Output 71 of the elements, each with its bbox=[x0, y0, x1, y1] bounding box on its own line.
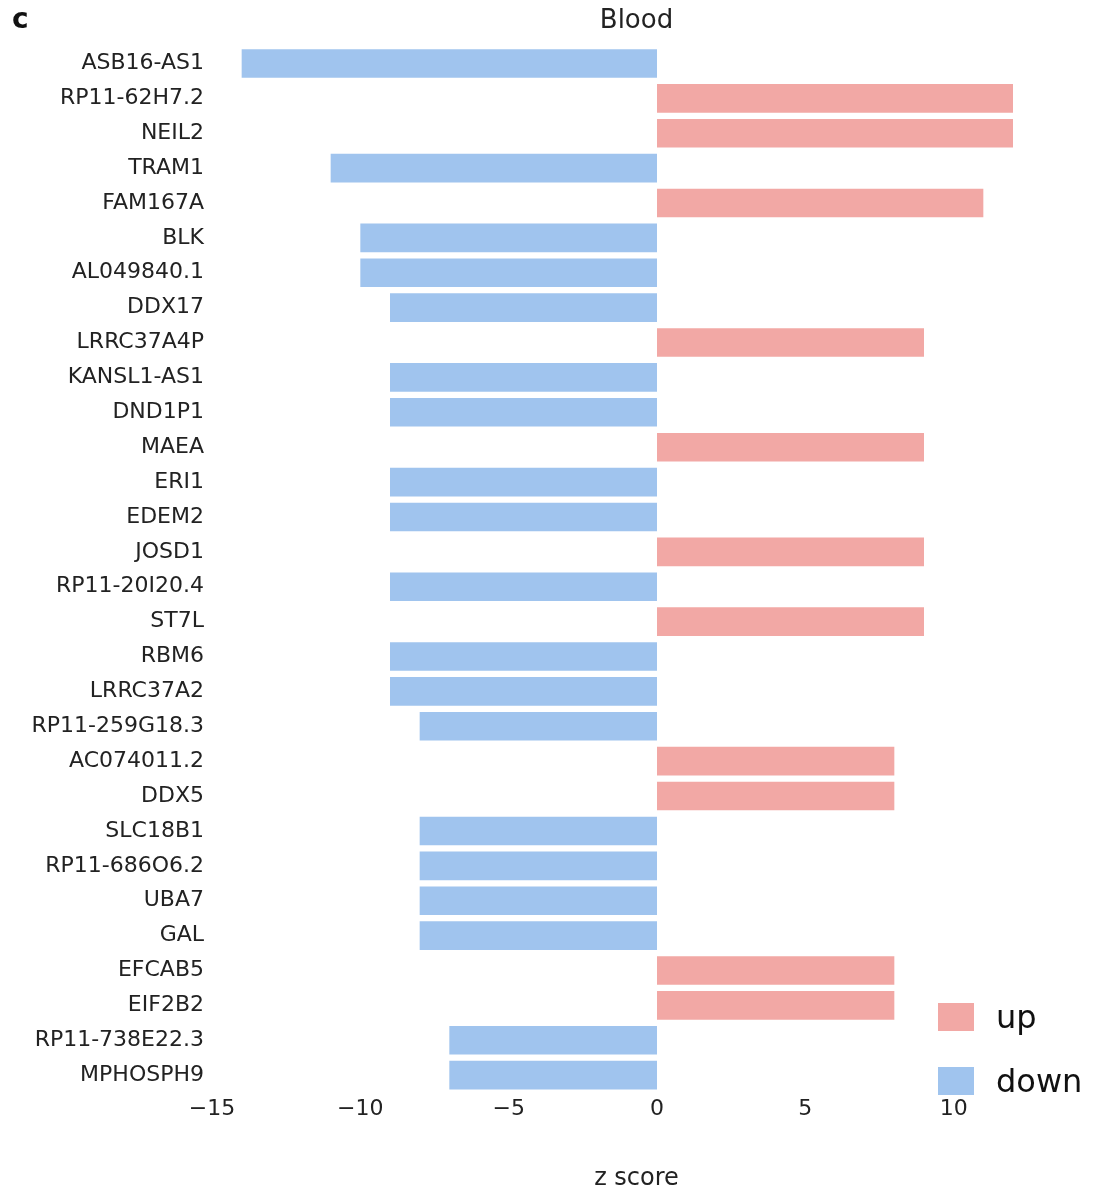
bar bbox=[657, 432, 924, 462]
bar bbox=[419, 711, 657, 741]
bar bbox=[390, 642, 657, 671]
y-tick-label: ST7L bbox=[150, 607, 205, 633]
y-tick-label: TRAM1 bbox=[127, 153, 204, 179]
bar bbox=[390, 677, 657, 706]
x-tick-label: 0 bbox=[650, 1094, 664, 1120]
x-axis-title: z score bbox=[593, 1163, 680, 1191]
y-tick-label: SLC18B1 bbox=[105, 816, 204, 842]
y-tick-label: DDX5 bbox=[141, 781, 204, 807]
bar bbox=[657, 188, 984, 218]
y-tick-label: BLK bbox=[162, 223, 205, 249]
legend-label: up bbox=[996, 998, 1037, 1036]
y-tick-label: LRRC37A2 bbox=[89, 677, 204, 703]
bar bbox=[390, 363, 657, 392]
bar bbox=[449, 1060, 657, 1090]
text: c bbox=[12, 2, 29, 35]
y-tick-label: RP11-738E22.3 bbox=[34, 1025, 204, 1051]
x-tick-label: −10 bbox=[337, 1094, 384, 1120]
y-tick-label: RP11-20I20.4 bbox=[56, 572, 204, 598]
y-tick-label: AC074011.2 bbox=[69, 746, 204, 772]
y-tick-label: DND1P1 bbox=[112, 398, 204, 424]
y-tick-label: ERI1 bbox=[154, 467, 204, 493]
chart-title: Blood bbox=[599, 4, 674, 34]
bar bbox=[390, 572, 657, 602]
y-tick-label: EFCAB5 bbox=[117, 956, 204, 982]
y-tick-label: LRRC37A4P bbox=[76, 328, 204, 354]
y-tick-label: AL049840.1 bbox=[71, 258, 204, 284]
legend-label: down bbox=[996, 1062, 1083, 1100]
y-tick-label: GAL bbox=[159, 921, 205, 947]
bar bbox=[657, 84, 1013, 113]
y-tick-label: RP11-686O6.2 bbox=[45, 851, 204, 877]
bar bbox=[657, 991, 895, 1020]
bar bbox=[390, 502, 657, 532]
bar bbox=[419, 886, 657, 916]
bar bbox=[657, 328, 924, 357]
bar bbox=[390, 467, 657, 497]
bar bbox=[390, 398, 657, 427]
y-tick-label: MAEA bbox=[141, 432, 204, 458]
x-tick-label: −5 bbox=[492, 1094, 525, 1120]
bar bbox=[657, 118, 1013, 148]
y-tick-label: RP11-62H7.2 bbox=[59, 84, 204, 110]
y-tick-label: RBM6 bbox=[140, 642, 204, 668]
y-tick-label: MPHOSPH9 bbox=[80, 1060, 204, 1086]
bar bbox=[657, 537, 924, 567]
bar bbox=[657, 746, 895, 776]
y-tick-label: DDX17 bbox=[127, 293, 204, 319]
y-tick-label: KANSL1-AS1 bbox=[67, 363, 204, 389]
x-tick-label: 10 bbox=[939, 1094, 968, 1120]
bar bbox=[360, 223, 657, 253]
x-tick-label: −15 bbox=[188, 1094, 236, 1120]
y-tick-label: RP11-259G18.3 bbox=[31, 712, 204, 738]
bar bbox=[419, 816, 657, 846]
bar bbox=[657, 607, 924, 636]
y-tick-label: ASB16-AS1 bbox=[81, 49, 204, 75]
bar bbox=[657, 781, 895, 811]
y-tick-label: EDEM2 bbox=[126, 502, 204, 528]
y-tick-label: EIF2B2 bbox=[127, 991, 204, 1017]
bar bbox=[390, 293, 657, 322]
bar bbox=[419, 921, 657, 950]
bar bbox=[449, 1025, 657, 1055]
y-tick-label: NEIL2 bbox=[140, 118, 204, 144]
y-tick-label: UBA7 bbox=[143, 886, 204, 912]
x-tick-label: 5 bbox=[798, 1094, 813, 1120]
y-tick-label: JOSD1 bbox=[133, 537, 204, 563]
bar bbox=[657, 956, 895, 985]
bar bbox=[330, 153, 657, 183]
bar bbox=[419, 851, 657, 881]
bar bbox=[241, 49, 657, 78]
bar bbox=[360, 258, 657, 288]
y-tick-label: FAM167A bbox=[102, 188, 204, 214]
